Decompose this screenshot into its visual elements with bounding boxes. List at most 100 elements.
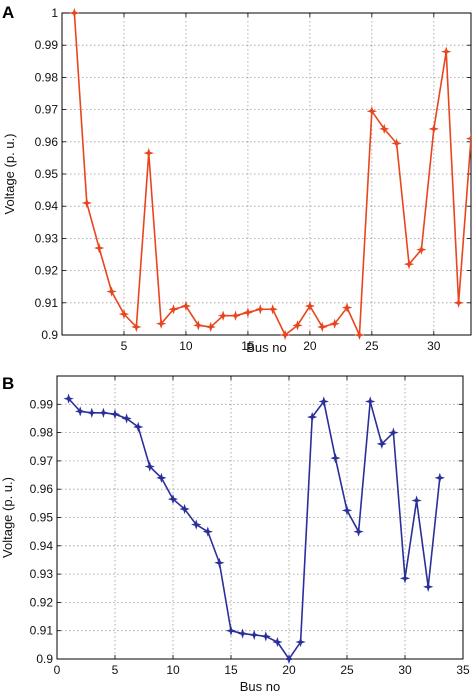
- chart-a-point: [304, 300, 316, 312]
- chart-a-x-tick-label: 15: [241, 339, 255, 353]
- chart-a-point: [180, 300, 192, 312]
- chart-a-y-axis-label: Voltage (p. u.): [2, 134, 17, 215]
- chart-b-point: [133, 421, 144, 433]
- chart-b-point: [283, 653, 295, 665]
- chart-a-y-tick-label: 0.97: [35, 103, 59, 117]
- chart-a-point: [69, 7, 80, 19]
- chart-a-point: [217, 310, 229, 321]
- chart-b-y-tick-label: 0.91: [30, 624, 54, 638]
- chart-a-point: [379, 123, 390, 135]
- chart-b-point: [388, 427, 399, 438]
- chart-a-point: [428, 123, 439, 135]
- chart-b-point: [191, 519, 202, 530]
- chart-a-y-tick-label: 0.95: [35, 167, 59, 181]
- chart-b-point: [295, 636, 306, 648]
- chart-b-y-axis-label: Voltage (p. u.): [0, 477, 15, 558]
- chart-a-point: [267, 304, 278, 315]
- chart-a-y-tick-label: 0.91: [35, 296, 59, 310]
- chart-b-x-tick-label: 25: [340, 663, 354, 677]
- chart-b-y-tick-label: 0.92: [30, 595, 54, 609]
- chart-a-point: [341, 302, 353, 313]
- chart-a: 5 10 15 20 25 30 0.9 0.91 0.92 0.93 0.94 0.95 0.96 0.…: [2, 3, 472, 355]
- chart-a-point: [193, 320, 204, 331]
- chart-a-y-tick-label: 0.94: [35, 199, 59, 213]
- chart-b-plot-frame: [56, 375, 464, 660]
- chart-b-x-tick-label: 20: [282, 663, 296, 677]
- chart-b: 0 5 10 15 20 25 30 35 0.9 0.91 0.92 0.93 0.94 0.95 0.9…: [0, 374, 470, 694]
- chart-b-x-tick-label: 10: [166, 663, 180, 677]
- chart-a-y-tick-label: 0.92: [35, 264, 59, 278]
- chart-a-point: [329, 318, 340, 329]
- chart-a-point: [230, 310, 241, 321]
- chart-b-x-axis-label: Bus no: [240, 679, 280, 694]
- chart-a-point: [317, 321, 328, 333]
- chart-b-y-tick-label: 0.98: [30, 426, 54, 440]
- chart-b-point: [63, 393, 74, 404]
- chart-a-point: [391, 138, 402, 149]
- chart-a-y-tick-label: 1: [51, 6, 58, 20]
- chart-a-point: [242, 307, 254, 318]
- chart-a-panel-label: A: [2, 3, 14, 22]
- chart-b-point: [330, 452, 341, 464]
- chart-a-x-tick-label: 20: [303, 339, 317, 353]
- chart-b-point: [144, 461, 155, 472]
- chart-b-x-tick-label: 0: [54, 663, 61, 677]
- chart-a-point: [106, 286, 117, 297]
- chart-b-point: [167, 493, 179, 505]
- chart-a-x-tick-label: 5: [121, 339, 128, 353]
- chart-b-x-tick-label: 35: [456, 663, 470, 677]
- chart-b-point: [86, 407, 97, 418]
- chart-b-point: [98, 407, 109, 418]
- chart-a-point: [441, 46, 452, 57]
- chart-a-point: [131, 321, 142, 333]
- chart-b-point: [434, 472, 445, 484]
- chart-b-point: [75, 406, 86, 417]
- chart-a-y-tick-label: 0.96: [35, 135, 59, 149]
- chart-b-point: [423, 581, 434, 593]
- chart-b-point: [121, 413, 132, 424]
- chart-b-y-tick-label: 0.99: [30, 397, 54, 411]
- chart-b-point: [214, 557, 225, 568]
- chart-b-point: [109, 409, 121, 420]
- chart-a-point: [118, 308, 130, 320]
- chart-b-point: [399, 573, 411, 584]
- chart-b-point: [225, 625, 237, 636]
- chart-b-point: [376, 438, 387, 450]
- chart-b-point: [353, 526, 364, 537]
- chart-a-point: [81, 197, 92, 209]
- chart-b-panel-label: B: [2, 374, 14, 393]
- chart-a-x-tick-label: 10: [179, 339, 193, 353]
- chart-a-y-tick-label: 0.98: [35, 70, 59, 84]
- chart-a-x-tick-label: 25: [365, 339, 379, 353]
- chart-a-point: [255, 304, 266, 315]
- chart-a-point: [143, 147, 154, 159]
- chart-b-point: [260, 631, 271, 642]
- chart-b-y-tick-label: 0.9: [36, 652, 53, 666]
- chart-a-x-axis-label: Bus no: [246, 340, 286, 355]
- chart-a-point: [416, 244, 427, 255]
- chart-a-plot-frame: [61, 12, 472, 336]
- chart-a-point: [205, 321, 216, 333]
- chart-b-point: [179, 503, 190, 515]
- chart-b-point: [249, 629, 260, 641]
- chart-a-point: [292, 320, 303, 331]
- chart-b-y-tick-label: 0.93: [30, 567, 54, 581]
- chart-a-series-line: [73, 12, 471, 337]
- chart-b-y-tick-label: 0.97: [30, 454, 54, 468]
- chart-a-point: [279, 329, 291, 341]
- chart-a-x-tick-label: 30: [427, 339, 441, 353]
- chart-a-point: [155, 318, 167, 329]
- chart-a-y-tick-label: 0.99: [35, 38, 59, 52]
- chart-b-x-tick-label: 30: [398, 663, 412, 677]
- chart-a-y-tick-label: 0.9: [41, 328, 58, 342]
- chart-b-point: [156, 472, 167, 484]
- chart-b-y-tick-label: 0.94: [30, 539, 54, 553]
- chart-b-series-line: [68, 398, 441, 661]
- chart-b-point: [318, 396, 329, 407]
- chart-b-y-tick-label: 0.96: [30, 482, 54, 496]
- chart-b-point: [411, 495, 422, 506]
- chart-b-point: [237, 628, 248, 639]
- chart-b-point: [272, 636, 283, 648]
- chart-a-point: [465, 133, 471, 144]
